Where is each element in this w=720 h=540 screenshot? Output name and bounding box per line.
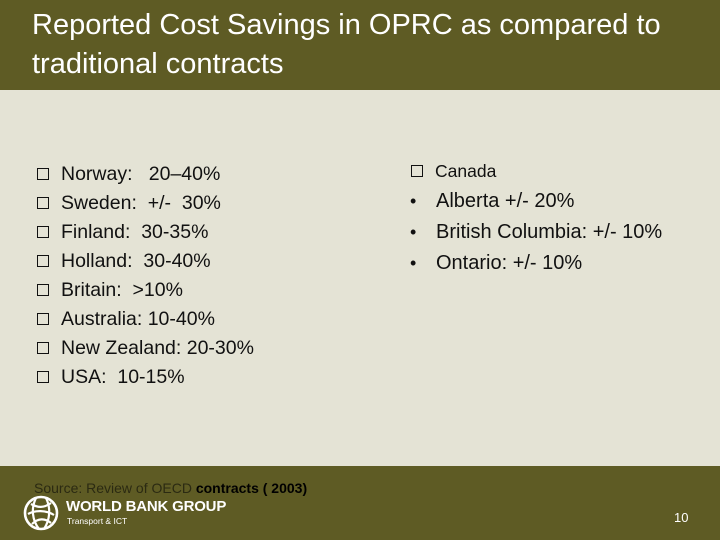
- list-item-text: New Zealand: 20-30%: [61, 337, 254, 359]
- source-prefix: Source: Review of OECD: [34, 480, 196, 496]
- square-outline-icon: [37, 226, 49, 238]
- canada-heading: Canada: [410, 158, 496, 184]
- canada-heading-text: Canada: [435, 161, 497, 181]
- list-item-text: USA: 10-15%: [61, 366, 185, 388]
- list-item: • British Columbia: +/- 10%: [410, 217, 662, 248]
- footer-band: [0, 466, 720, 540]
- canada-province-list: • Alberta +/- 20% • British Columbia: +/- …: [410, 186, 662, 279]
- square-outline-icon: [37, 255, 49, 267]
- list-item-text: British Columbia: +/- 10%: [436, 221, 663, 243]
- list-item: Australia: 10-40%: [36, 305, 254, 334]
- bullet-dot-icon: •: [410, 222, 417, 242]
- square-outline-icon: [37, 313, 49, 325]
- list-item-text: Alberta +/- 20%: [436, 190, 575, 212]
- list-item-text: Australia: 10-40%: [61, 308, 215, 330]
- square-outline-icon: [37, 168, 49, 180]
- slide-title: Reported Cost Savings in OPRC as compare…: [32, 9, 661, 80]
- content-panel: [0, 90, 720, 466]
- source-emphasis: contracts ( 2003): [195, 480, 308, 496]
- list-item: Finland: 30-35%: [36, 218, 254, 247]
- bullet-dot-icon: •: [410, 191, 417, 211]
- title-band: Reported Cost Savings in OPRC as compare…: [0, 0, 720, 90]
- square-outline-icon: [37, 342, 49, 354]
- list-item-text: Sweden: +/- 30%: [61, 192, 221, 214]
- list-item-text: Ontario: +/- 10%: [436, 252, 583, 274]
- list-item: Norway: 20–40%: [36, 160, 254, 189]
- list-item: Holland: 30-40%: [36, 247, 254, 276]
- list-item: • Ontario: +/- 10%: [410, 248, 662, 279]
- world-bank-globe-icon: [23, 495, 59, 531]
- square-outline-icon: [37, 284, 49, 296]
- list-item-text: Finland: 30-35%: [61, 221, 209, 243]
- logo-name: WORLD BANK GROUP: [66, 498, 227, 515]
- square-outline-icon: [37, 371, 49, 383]
- square-outline-icon: [37, 197, 49, 209]
- bullet-dot-icon: •: [410, 253, 417, 273]
- source-note: Source: Review of OECD contracts ( 2003): [34, 480, 307, 496]
- logo-subtitle: Transport & ICT: [67, 516, 128, 526]
- list-item: Britain: >10%: [36, 276, 254, 305]
- list-item: USA: 10-15%: [36, 363, 254, 392]
- page-number: 10: [674, 510, 689, 525]
- list-item-text: Britain: >10%: [61, 279, 183, 301]
- list-item: • Alberta +/- 20%: [410, 186, 662, 217]
- list-item: Sweden: +/- 30%: [36, 189, 254, 218]
- list-item-text: Holland: 30-40%: [61, 250, 211, 272]
- list-item-text: Norway: 20–40%: [61, 163, 221, 185]
- country-savings-list: Norway: 20–40% Sweden: +/- 30% Finland: …: [36, 160, 254, 392]
- list-item: New Zealand: 20-30%: [36, 334, 254, 363]
- square-outline-icon: [411, 165, 423, 177]
